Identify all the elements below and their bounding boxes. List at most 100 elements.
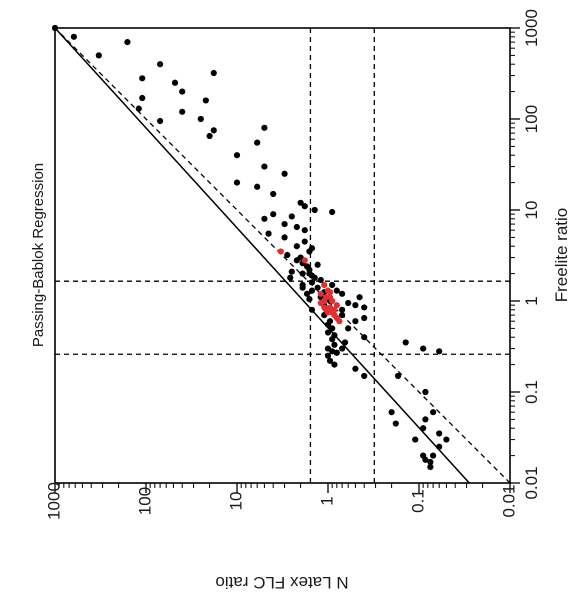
x-tick-label: 1000: [522, 9, 541, 47]
data-point: [361, 304, 368, 311]
data-point: [333, 349, 340, 356]
data-point: [197, 115, 204, 123]
data-point: [420, 452, 427, 459]
data-point: [429, 409, 437, 416]
data-point: [422, 388, 429, 396]
data-point: [293, 223, 300, 231]
data-point: [361, 334, 368, 341]
data-point: [287, 274, 294, 281]
data-point: [156, 117, 164, 125]
x-tick-label: 1: [522, 296, 541, 305]
data-points: [51, 24, 450, 471]
x-tick-label: 100: [522, 105, 541, 133]
data-point: [329, 348, 336, 355]
data-point: [156, 61, 164, 68]
data-point: [306, 295, 313, 303]
data-point: [261, 124, 268, 131]
chart-title: Passing-Bablok Regression: [30, 163, 47, 347]
data-point: [261, 215, 268, 222]
data-point: [324, 329, 332, 336]
data-point: [352, 365, 359, 372]
data-point: [301, 203, 308, 210]
data-point: [254, 183, 261, 190]
data-point: [139, 94, 146, 102]
data-point: [420, 425, 427, 432]
data-point: [333, 287, 340, 294]
data-point-highlight: [333, 302, 340, 309]
data-point: [284, 251, 291, 259]
data-point: [135, 105, 142, 112]
y-tick-label: 0.01: [499, 484, 518, 517]
data-point-highlight: [301, 257, 308, 264]
data-point: [443, 436, 450, 443]
data-point: [261, 163, 268, 170]
data-point: [436, 443, 443, 450]
data-point: [288, 268, 295, 275]
data-point: [281, 170, 288, 177]
data-point: [297, 199, 304, 206]
data-point: [171, 79, 179, 86]
data-point-highlight: [326, 289, 334, 296]
data-point: [352, 302, 359, 309]
reference-lines: [54, 27, 511, 484]
data-point: [281, 220, 288, 228]
data-point: [402, 339, 409, 346]
data-point: [420, 345, 427, 352]
y-tick-label: 0.1: [408, 489, 427, 513]
x-axis-title: Freelite ratio: [552, 208, 571, 302]
data-point: [265, 230, 272, 237]
data-point: [324, 352, 332, 359]
x-tick-label: 0.1: [522, 380, 541, 404]
data-point: [331, 361, 338, 368]
data-point: [270, 190, 277, 198]
data-point: [270, 211, 277, 218]
data-point: [124, 38, 131, 46]
data-point: [329, 281, 336, 289]
y-tick-label: 1000: [44, 482, 63, 520]
data-point: [412, 436, 419, 443]
data-point: [329, 325, 336, 332]
y-tick-label: 100: [135, 487, 154, 515]
data-point: [422, 416, 429, 423]
data-point: [95, 52, 102, 59]
data-point: [299, 270, 306, 277]
data-point: [210, 127, 217, 134]
data-point: [311, 274, 318, 281]
regression-line: [54, 27, 470, 484]
data-point: [70, 33, 77, 40]
data-point: [394, 372, 402, 380]
data-point: [281, 234, 288, 241]
data-point: [51, 24, 59, 32]
data-point: [210, 69, 217, 77]
data-point: [392, 420, 399, 427]
data-point: [179, 88, 186, 95]
data-point: [338, 306, 346, 313]
data-point: [338, 290, 346, 297]
data-point-highlight: [329, 297, 336, 305]
data-point: [233, 152, 241, 159]
data-point: [202, 97, 209, 104]
data-point: [361, 372, 368, 380]
data-point: [388, 409, 395, 416]
data-point: [293, 243, 300, 250]
data-point-highlight: [317, 299, 324, 307]
identity-line: [54, 27, 511, 484]
data-point: [308, 287, 316, 294]
data-point-highlight: [317, 290, 324, 297]
data-point-highlight: [336, 318, 343, 325]
data-point: [429, 452, 437, 459]
data-point: [293, 257, 300, 264]
data-point: [179, 108, 186, 115]
data-point: [341, 339, 349, 346]
data-point: [288, 213, 295, 220]
data-point: [427, 463, 434, 471]
data-point: [338, 311, 346, 319]
data-point: [338, 345, 346, 352]
data-point: [308, 279, 316, 286]
data-point: [345, 299, 352, 307]
data-point: [331, 341, 338, 348]
data-point: [308, 306, 316, 313]
plot-frame: [54, 27, 511, 484]
data-point: [233, 179, 241, 186]
